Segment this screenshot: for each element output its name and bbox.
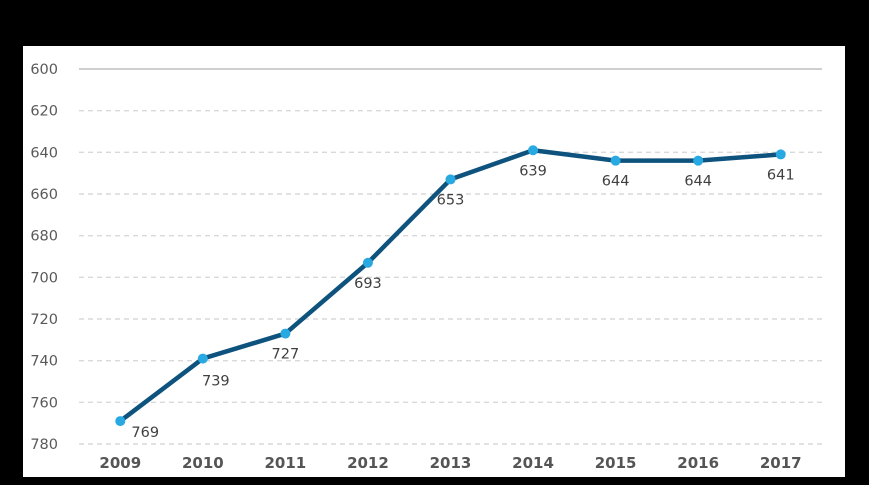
data-point-label: 641 [767,167,795,183]
x-axis-tick-label: 2009 [99,454,141,472]
y-axis-tick-label: 640 [30,145,58,161]
data-point-label: 644 [684,174,712,190]
data-point-marker [280,328,291,339]
data-point-marker [197,353,208,364]
data-point-label: 653 [437,192,465,208]
data-point-marker [362,257,373,268]
x-axis-tick-label: 2015 [595,454,637,472]
data-point-marker [445,174,456,185]
x-axis-tick-label: 2013 [430,454,472,472]
data-point-marker [775,149,786,160]
y-axis-tick-label: 780 [30,437,58,453]
data-point-marker [115,416,126,427]
y-axis-tick-label: 680 [30,229,58,245]
y-axis-tick-label: 600 [30,62,58,78]
x-axis-tick-label: 2016 [677,454,719,472]
y-axis-tick-label: 660 [30,187,58,203]
y-axis-tick-label: 620 [30,104,58,120]
line-chart: 600 620 640 660 680 700 720 740 760 780 2009 2010 20… [30,62,822,472]
y-axis-tick-label: 720 [30,312,58,328]
data-point-label: 769 [131,425,159,441]
y-axis-tick-label: 700 [30,270,58,286]
y-axis-tick-label: 740 [30,354,58,370]
x-axis-tick-label: 2012 [347,454,389,472]
data-point-label: 639 [519,163,547,179]
data-point-marker [528,145,539,156]
data-point-marker [610,155,621,166]
data-point-label: 739 [202,374,230,390]
data-point-label: 727 [272,347,300,363]
y-axis-tick-label: 760 [30,395,58,411]
data-point-marker [693,155,704,166]
data-point-label: 693 [354,276,382,292]
chart-panel: 600 620 640 660 680 700 720 740 760 780 2009 2010 20… [23,46,845,477]
x-axis-tick-label: 2011 [265,454,307,472]
x-axis-tick-label: 2017 [760,454,802,472]
x-axis-tick-label: 2014 [512,454,554,472]
x-axis-tick-label: 2010 [182,454,224,472]
data-point-label: 644 [602,174,630,190]
